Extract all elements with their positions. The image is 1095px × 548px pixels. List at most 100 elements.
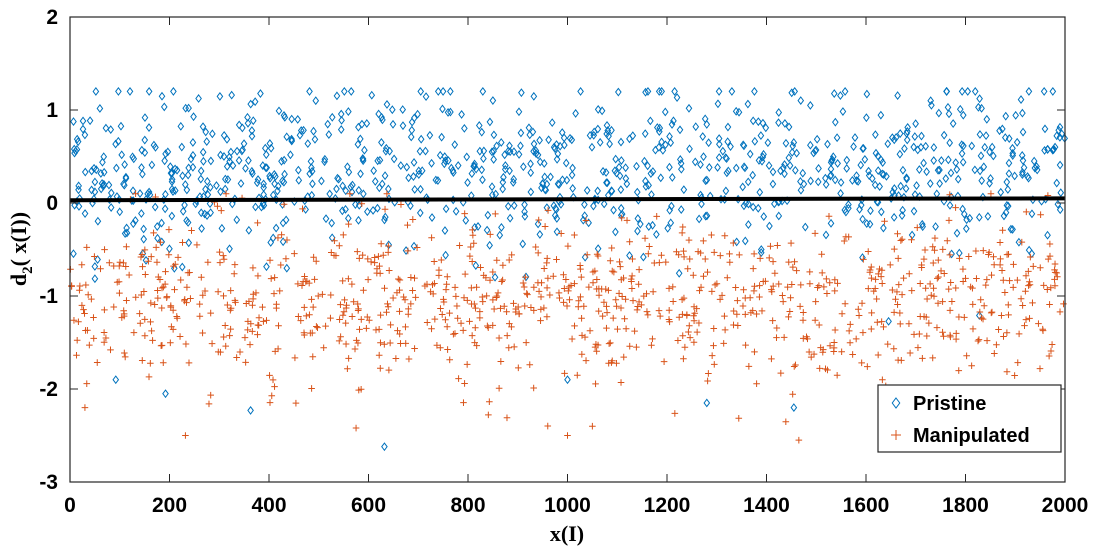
data-point — [1025, 86, 1033, 96]
data-point — [432, 175, 440, 185]
data-point — [863, 113, 870, 123]
data-point — [723, 168, 731, 178]
data-point — [319, 291, 326, 298]
data-point — [806, 268, 814, 276]
data-point — [150, 140, 158, 150]
data-point — [877, 155, 885, 165]
data-point — [214, 288, 222, 296]
data-point — [608, 125, 615, 135]
data-point — [934, 299, 942, 307]
data-point — [789, 263, 797, 271]
data-point — [244, 118, 252, 128]
data-point — [913, 181, 920, 191]
data-point — [723, 154, 730, 164]
data-point — [838, 348, 845, 356]
data-point — [580, 302, 588, 310]
data-point — [837, 91, 844, 101]
data-point — [550, 142, 558, 152]
data-point — [447, 107, 454, 117]
data-point — [854, 177, 862, 186]
data-point — [758, 307, 766, 315]
data-point — [991, 350, 998, 357]
data-point — [309, 179, 316, 189]
data-point — [1056, 308, 1064, 316]
data-point — [919, 355, 926, 362]
data-point — [443, 323, 451, 331]
data-point — [297, 317, 305, 324]
data-point — [1001, 289, 1009, 296]
data-point — [983, 114, 991, 124]
data-point — [831, 276, 839, 284]
data-point — [116, 258, 124, 266]
data-point — [510, 343, 518, 351]
data-point — [359, 251, 366, 259]
data-point — [876, 182, 883, 191]
data-point — [724, 137, 732, 147]
data-point — [986, 178, 993, 188]
data-point — [278, 156, 285, 166]
data-point — [196, 312, 204, 320]
data-point — [867, 263, 875, 271]
data-point — [1025, 268, 1032, 275]
data-point — [428, 234, 435, 242]
data-point — [339, 311, 347, 319]
data-point — [81, 130, 89, 140]
data-point — [1039, 325, 1046, 333]
data-point — [308, 163, 315, 173]
data-point — [274, 234, 282, 242]
data-point — [769, 282, 777, 290]
data-point — [679, 223, 687, 231]
data-point — [412, 294, 419, 301]
data-point — [1015, 330, 1023, 338]
data-point — [342, 186, 350, 196]
data-point — [81, 310, 88, 317]
data-point — [515, 310, 523, 318]
data-point — [108, 188, 115, 198]
data-point — [91, 253, 98, 260]
data-point — [814, 284, 821, 291]
data-point — [530, 139, 538, 149]
data-point — [153, 222, 161, 231]
data-point — [397, 201, 405, 208]
data-point — [642, 182, 650, 191]
data-point — [864, 363, 871, 370]
data-point — [894, 91, 901, 101]
data-point — [675, 313, 683, 321]
data-point — [807, 353, 815, 361]
data-point — [415, 170, 423, 179]
data-point — [975, 102, 982, 112]
data-point — [437, 305, 444, 312]
data-point — [998, 312, 1005, 319]
data-point — [613, 302, 620, 310]
data-point — [244, 112, 251, 122]
data-point — [1035, 320, 1042, 327]
x-tick-label: 1600 — [843, 494, 890, 517]
data-point — [757, 248, 765, 258]
data-point — [622, 163, 629, 173]
data-point — [332, 252, 340, 259]
data-point — [815, 164, 822, 173]
data-point — [1056, 122, 1064, 132]
data-point — [583, 185, 591, 195]
data-point — [791, 258, 798, 266]
data-point — [1013, 137, 1021, 147]
data-point — [169, 306, 177, 314]
data-point — [695, 319, 703, 327]
data-point — [773, 324, 781, 332]
data-point — [72, 146, 79, 156]
data-point — [141, 135, 149, 145]
data-point — [1026, 278, 1033, 286]
data-point — [122, 263, 130, 270]
data-point — [753, 310, 760, 318]
data-point — [469, 226, 476, 234]
data-point — [645, 250, 652, 258]
data-point — [644, 161, 651, 171]
data-point — [213, 181, 220, 190]
data-point — [1019, 127, 1027, 137]
data-point — [829, 152, 837, 162]
data-point — [113, 163, 120, 173]
data-point — [410, 113, 418, 123]
data-point — [136, 310, 143, 317]
data-point — [258, 202, 265, 212]
data-point — [1022, 316, 1030, 323]
